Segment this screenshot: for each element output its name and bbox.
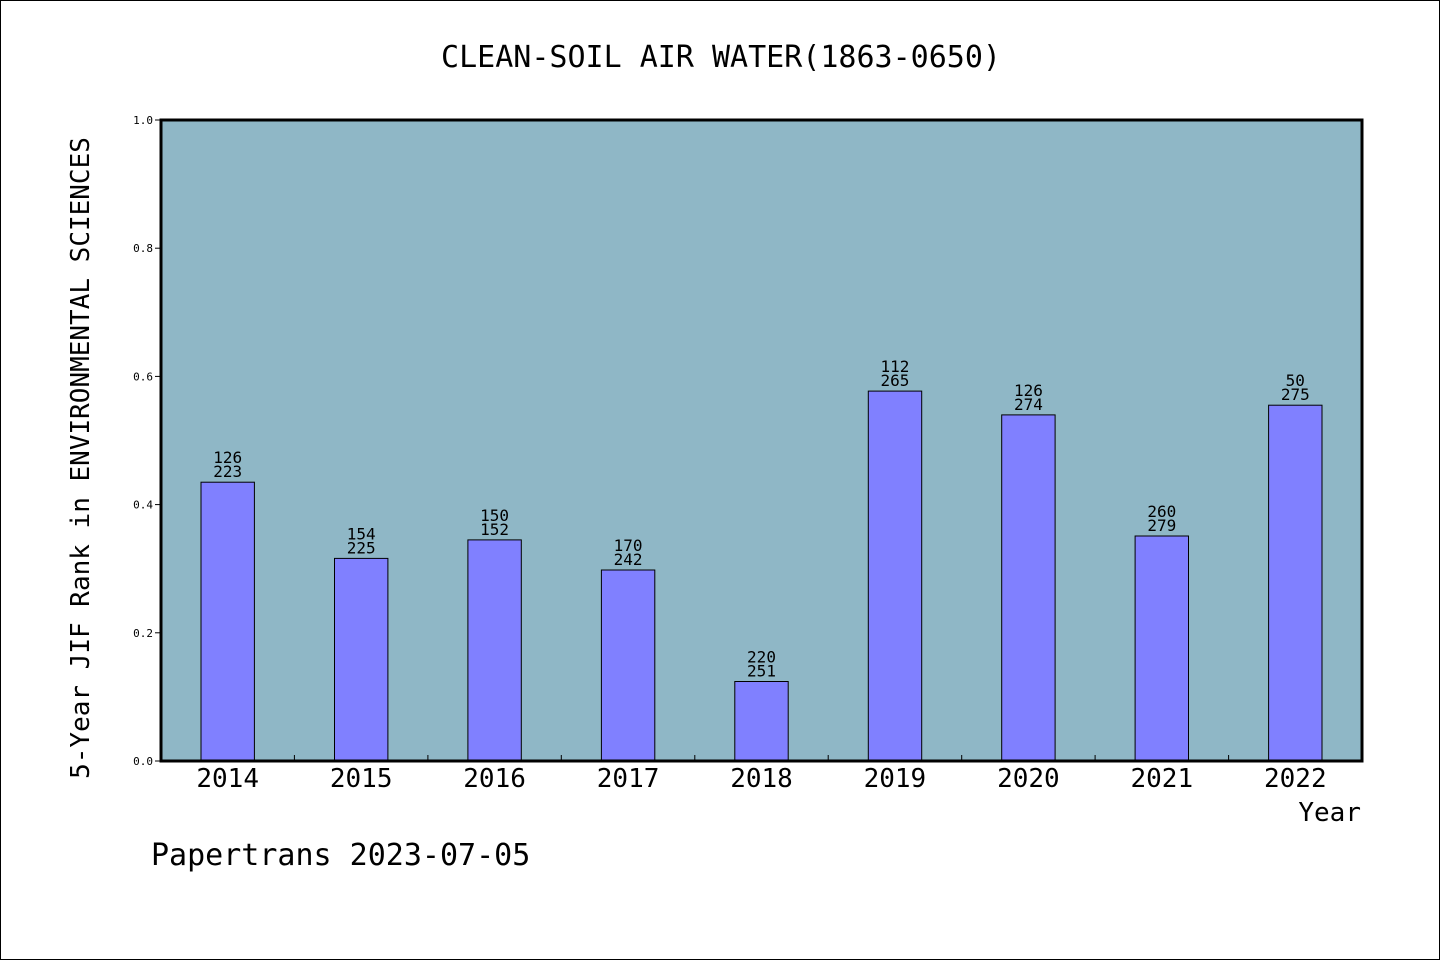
data-label-top-2016: 150	[480, 506, 509, 525]
y-tick-label: 0.2	[133, 627, 153, 640]
bar-2017	[600, 569, 656, 762]
data-label-top-2014: 126	[213, 448, 242, 467]
x-tick-label-2017: 2017	[597, 764, 660, 794]
y-tick-label: 1.0	[133, 114, 153, 127]
y-axis-label: 5-Year JIF Rank in ENVIRONMENTAL SCIENCE…	[66, 137, 96, 779]
x-tick-label-2021: 2021	[1130, 764, 1193, 794]
x-tick-label-2018: 2018	[730, 764, 793, 794]
data-labels-group: 1262231542251501521702422202511122651262…	[213, 357, 1310, 680]
data-label-top-2018: 220	[747, 648, 776, 667]
y-tick-label: 0.6	[133, 370, 153, 383]
y-tick-label: 0.8	[133, 242, 153, 255]
x-tick-label-2015: 2015	[330, 764, 393, 794]
x-tick-label-2014: 2014	[196, 764, 259, 794]
x-tick-label-2019: 2019	[864, 764, 927, 794]
data-label-bottom-2014: 223	[213, 462, 242, 481]
chart-title: CLEAN-SOIL AIR WATER(1863-0650)	[441, 40, 1001, 75]
bar-2020	[1001, 414, 1056, 762]
plot-border	[159, 118, 1364, 763]
x-axis-label: Year	[1298, 798, 1361, 828]
bars-group	[200, 390, 1323, 762]
data-label-bottom-2016: 152	[480, 520, 509, 539]
x-tick-label-2016: 2016	[463, 764, 526, 794]
ticks-group: 2014 2015 2016 2017 2018 2019 2020 2021 2022 0.0 0…	[133, 114, 1326, 794]
data-label-bottom-2020: 274	[1014, 395, 1043, 414]
data-label-top-2019: 112	[880, 357, 909, 376]
y-tick-label: 0.4	[133, 499, 153, 512]
y-tick-label: 0.0	[133, 755, 153, 768]
data-label-bottom-2021: 279	[1147, 516, 1176, 535]
bar-2014	[200, 481, 255, 762]
bar-2022	[1268, 404, 1323, 762]
x-tick-label-2022: 2022	[1264, 764, 1327, 794]
bar-2015	[334, 557, 389, 762]
data-label-bottom-2022: 275	[1281, 385, 1310, 404]
data-label-bottom-2017: 242	[614, 550, 643, 569]
data-label-top-2021: 260	[1147, 502, 1176, 521]
x-tick-label-2020: 2020	[997, 764, 1060, 794]
data-label-bottom-2019: 265	[880, 371, 909, 390]
data-label-bottom-2018: 251	[747, 662, 776, 681]
bar-2018	[734, 681, 789, 762]
bar-2021	[1134, 535, 1189, 762]
data-label-top-2022: 50	[1286, 371, 1305, 390]
bar-2019	[867, 390, 923, 762]
footer-credit: Papertrans 2023-07-05	[151, 838, 530, 873]
data-label-top-2020: 126	[1014, 381, 1043, 400]
bar-2016	[467, 539, 522, 762]
data-label-top-2015: 154	[347, 524, 376, 543]
data-label-top-2017: 170	[614, 536, 643, 555]
data-label-bottom-2015: 225	[347, 538, 376, 557]
